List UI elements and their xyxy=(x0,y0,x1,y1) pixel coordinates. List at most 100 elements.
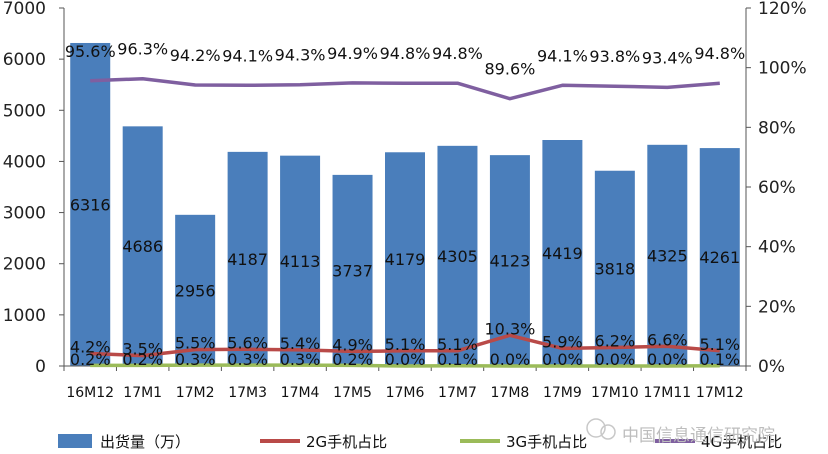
line-value-label: 0.2% xyxy=(332,350,373,369)
bar xyxy=(699,148,740,366)
series-line xyxy=(90,76,720,101)
bar-value-label: 4179 xyxy=(385,250,426,269)
y-tick-label: 6000 xyxy=(3,50,46,70)
line-value-label: 94.9% xyxy=(327,44,378,63)
bar xyxy=(594,170,635,366)
y2-tick-label: 0% xyxy=(758,357,785,377)
bar-value-label: 2956 xyxy=(175,281,216,300)
x-tick-label: 17M12 xyxy=(696,385,744,401)
bar-value-label: 4686 xyxy=(122,237,163,256)
bar xyxy=(227,151,268,366)
line-value-label: 89.6% xyxy=(485,60,536,79)
bars-layer xyxy=(70,42,740,366)
line-value-label: 0.0% xyxy=(542,350,583,369)
legend: 出货量（万） 2G手机占比 3G手机占比 4G手机占比 xyxy=(58,433,782,451)
line-value-label: 10.3% xyxy=(485,319,536,338)
data-labels-layer: 6316 4686 2956 4187 4113 3737 4179 4305 4123 4419… xyxy=(65,40,745,369)
line-value-label: 94.3% xyxy=(275,46,326,65)
bar xyxy=(489,155,530,366)
line-value-label: 0.3% xyxy=(175,350,216,369)
x-tick-label: 17M6 xyxy=(386,385,425,401)
x-tick-label: 17M11 xyxy=(643,385,691,401)
series-line xyxy=(90,333,720,358)
line-value-label: 6.6% xyxy=(647,330,688,349)
line-value-label: 3.5% xyxy=(122,340,163,359)
y-tick-label: 3000 xyxy=(3,204,46,224)
legend-label: 出货量（万） xyxy=(100,433,190,451)
line-value-label: 0.1% xyxy=(437,350,478,369)
y-tick-label: 2000 xyxy=(3,255,46,275)
bar xyxy=(122,126,163,366)
axes-layer: 0 1000 2000 3000 4000 5000 6000 7000 0% 20% 40% 60%… xyxy=(3,0,807,401)
line-value-label: 5.1% xyxy=(437,335,478,354)
bar xyxy=(385,152,425,366)
line-value-label: 5.9% xyxy=(542,332,583,351)
x-tick-label: 17M3 xyxy=(228,385,267,401)
bar-value-label: 3818 xyxy=(594,259,635,278)
line-value-label: 0.0% xyxy=(595,350,636,369)
line-value-label: 93.4% xyxy=(642,48,693,67)
line-value-label: 95.6% xyxy=(65,42,116,61)
line-value-label: 94.2% xyxy=(170,46,221,65)
watermark-text: 中国信息通信研究院 xyxy=(622,426,775,446)
bar xyxy=(647,144,688,366)
line-value-label: 4.9% xyxy=(332,335,373,354)
line-value-label: 96.3% xyxy=(117,40,168,59)
y2-tick-label: 60% xyxy=(758,178,796,198)
bar xyxy=(175,214,216,366)
legend-label: 2G手机占比 xyxy=(306,433,387,451)
x-tick-label: 17M4 xyxy=(281,385,320,401)
line-value-label: 4.2% xyxy=(70,337,111,356)
bar xyxy=(70,42,111,366)
line-value-label: 6.2% xyxy=(595,332,636,351)
bar-value-label: 4187 xyxy=(227,250,268,269)
bar-value-label: 4123 xyxy=(490,252,531,271)
line-value-label: 94.8% xyxy=(694,44,745,63)
x-tick-label: 17M10 xyxy=(591,385,639,401)
line-value-label: 94.1% xyxy=(222,46,273,65)
bar xyxy=(542,139,583,366)
line-value-label: 5.4% xyxy=(280,334,321,353)
line-value-label: 0.0% xyxy=(385,350,426,369)
line-value-label: 93.8% xyxy=(589,47,640,66)
y-tick-label: 1000 xyxy=(3,306,46,326)
line-value-label: 0.2% xyxy=(122,350,163,369)
bar xyxy=(437,145,478,366)
bar-value-label: 4305 xyxy=(437,247,478,266)
x-tick-label: 17M9 xyxy=(543,385,582,401)
line-value-label: 0.3% xyxy=(227,350,268,369)
bar-value-label: 4325 xyxy=(647,246,688,265)
y-tick-label: 4000 xyxy=(3,152,46,172)
y2-tick-label: 40% xyxy=(758,238,796,258)
line-value-label: 94.1% xyxy=(537,46,588,65)
line-value-label: 0.3% xyxy=(280,350,321,369)
y-tick-label: 0 xyxy=(35,357,46,377)
x-tick-label: 17M7 xyxy=(438,385,477,401)
line-value-label: 0.0% xyxy=(490,350,531,369)
bar-value-label: 4419 xyxy=(542,244,583,263)
lines-layer xyxy=(90,76,720,368)
line-value-label: 94.8% xyxy=(432,44,483,63)
bar xyxy=(280,155,321,366)
line-value-label: 5.1% xyxy=(699,335,740,354)
line-value-label: 94.8% xyxy=(380,44,431,63)
bar xyxy=(332,174,373,366)
bar-value-label: 3737 xyxy=(332,261,373,280)
bar-value-label: 6316 xyxy=(70,195,111,214)
x-tick-label: 17M1 xyxy=(123,385,162,401)
legend-label: 4G手机占比 xyxy=(701,433,782,451)
x-tick-label: 16M12 xyxy=(66,385,114,401)
y-tick-label: 7000 xyxy=(3,0,46,19)
y2-tick-label: 120% xyxy=(758,0,807,19)
y2-tick-label: 80% xyxy=(758,118,796,138)
bar-value-label: 4261 xyxy=(699,248,740,267)
y-tick-label: 5000 xyxy=(3,101,46,121)
legend-label: 3G手机占比 xyxy=(506,433,587,451)
x-tick-label: 17M5 xyxy=(333,385,372,401)
line-value-label: 5.6% xyxy=(227,333,268,352)
line-value-label: 5.5% xyxy=(175,334,216,353)
line-value-label: 0.0% xyxy=(647,350,688,369)
legend-swatch xyxy=(58,434,92,448)
watermark-logo-icon xyxy=(586,418,616,440)
